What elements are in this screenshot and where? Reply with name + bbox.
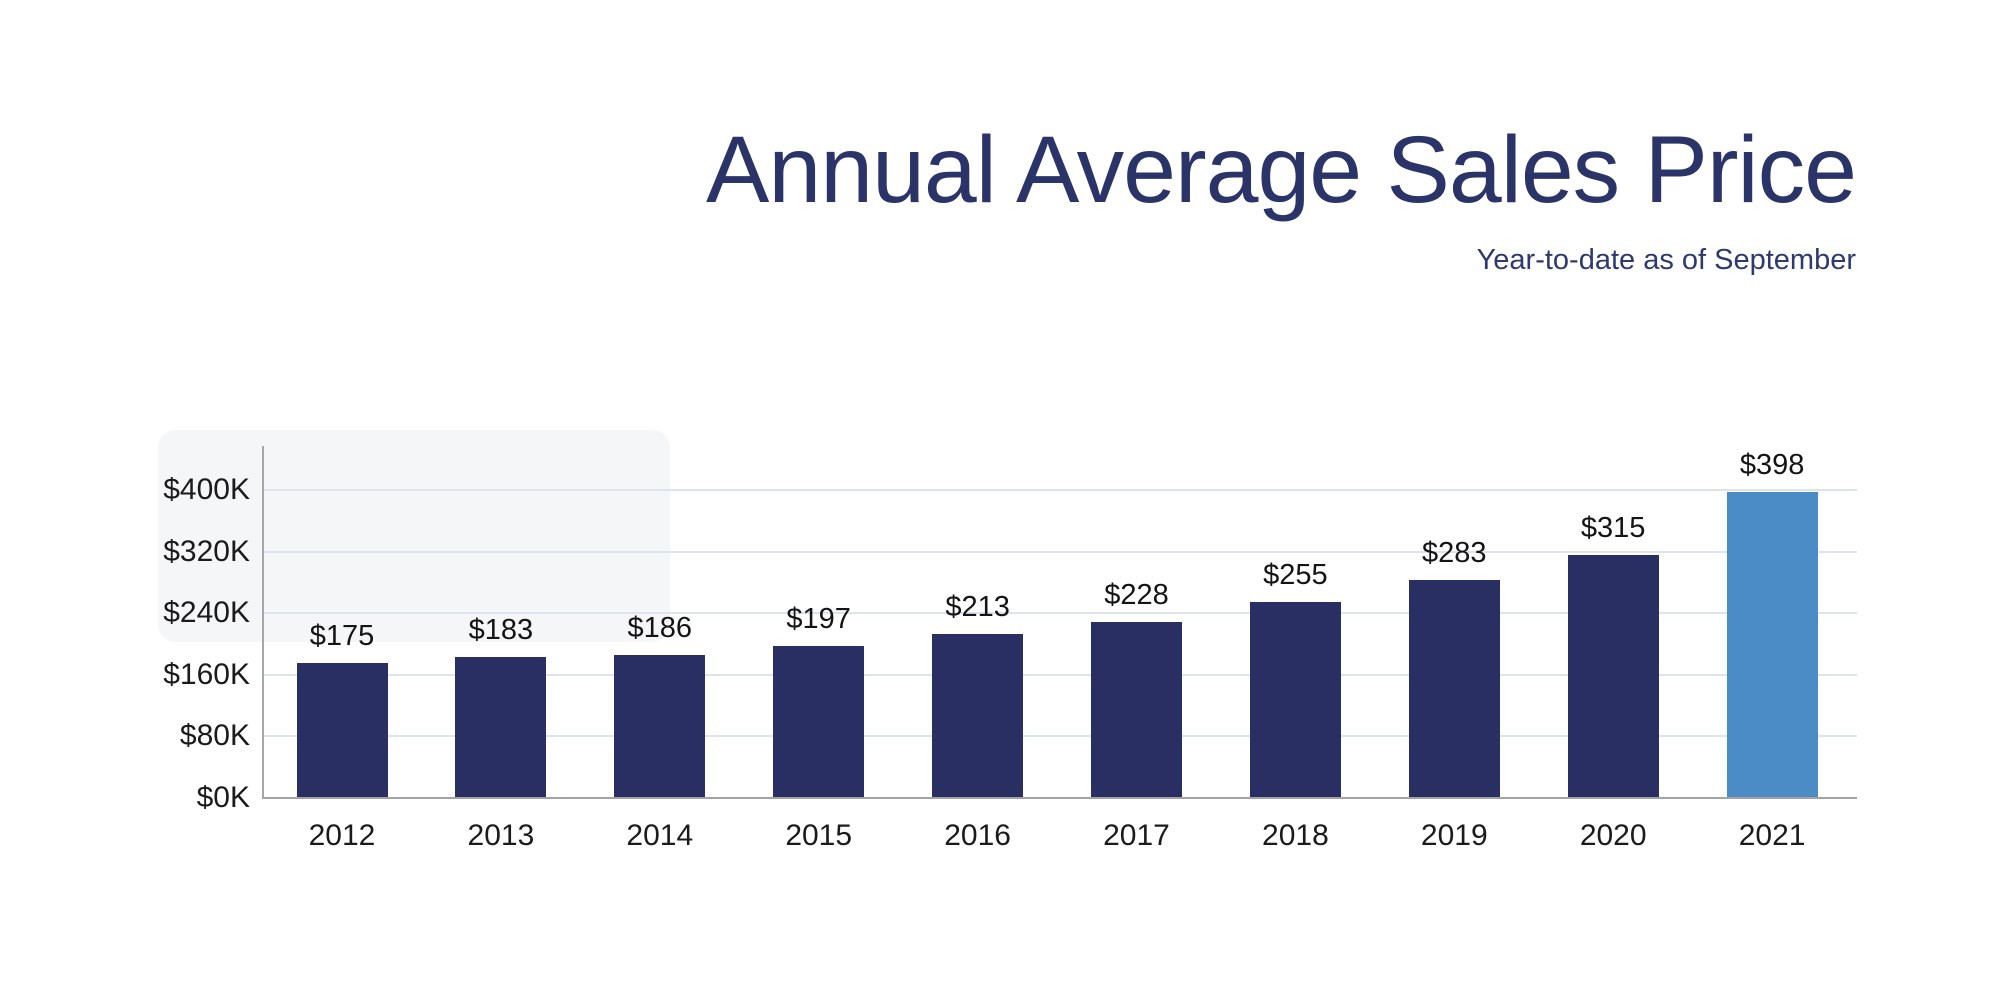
x-tick-label-2017: 2017: [1103, 819, 1170, 852]
y-tick-label-$160K: $160K: [163, 657, 250, 691]
gridline-$400K: [264, 489, 1857, 491]
bar-chart: $0K $80K $160K $240K $320K $400K $175 2012 $183 2…: [163, 446, 1857, 852]
chart-subtitle: Year-to-date as of September: [1476, 244, 1856, 276]
bar-value-label-2019: $283: [1422, 537, 1487, 570]
y-tick-label-$400K: $400K: [163, 473, 250, 506]
bar-2014: [614, 654, 706, 798]
bar-value-label-2017: $228: [1104, 579, 1169, 612]
gridline-$80K: [264, 735, 1857, 738]
bar-value-label-2021: $398: [1739, 448, 1805, 481]
y-tick-label-$240K: $240K: [163, 596, 250, 630]
x-tick-label-2012: 2012: [308, 819, 376, 852]
gridline-$240K: [264, 612, 1857, 615]
bar-2020: [1567, 555, 1659, 798]
x-tick-label-2020: 2020: [1579, 819, 1647, 852]
x-tick-label-2019: 2019: [1420, 819, 1488, 852]
y-tick-label-$80K: $80K: [179, 719, 250, 753]
bar-2015: [773, 646, 865, 798]
gridline-$320K: [264, 550, 1857, 553]
x-tick-label-2013: 2013: [467, 819, 535, 852]
bar-value-label-2020: $315: [1580, 512, 1646, 545]
x-axis-line: [262, 797, 1857, 799]
bar-2018: [1249, 601, 1341, 798]
bar-value-label-2014: $186: [627, 611, 693, 644]
x-tick-label-2016: 2016: [944, 819, 1011, 852]
bar-2016: [932, 634, 1024, 798]
gridline-$160K: [264, 673, 1857, 676]
bar-value-label-2012: $175: [309, 620, 375, 653]
bar-2013: [455, 657, 547, 798]
y-tick-label-$0K: $0K: [196, 781, 250, 814]
bar-value-label-2016: $213: [945, 591, 1010, 623]
y-tick-label-$320K: $320K: [163, 534, 250, 568]
bar-2019: [1408, 580, 1500, 798]
soft-highlight-rect: [158, 430, 670, 642]
chart-title: Annual Average Sales Price: [706, 117, 1857, 223]
bar-value-label-2013: $183: [468, 614, 534, 647]
bar-value-label-2015: $197: [786, 603, 851, 636]
bar-2021: [1726, 491, 1818, 798]
x-tick-label-2014: 2014: [626, 819, 694, 852]
y-axis-line: [262, 446, 264, 798]
x-tick-label-2018: 2018: [1262, 819, 1329, 852]
bar-2012: [296, 663, 388, 798]
x-tick-label-2021: 2021: [1738, 819, 1806, 852]
bar-value-label-2018: $255: [1263, 558, 1328, 591]
bar-2017: [1091, 622, 1182, 798]
x-tick-label-2015: 2015: [785, 819, 853, 852]
